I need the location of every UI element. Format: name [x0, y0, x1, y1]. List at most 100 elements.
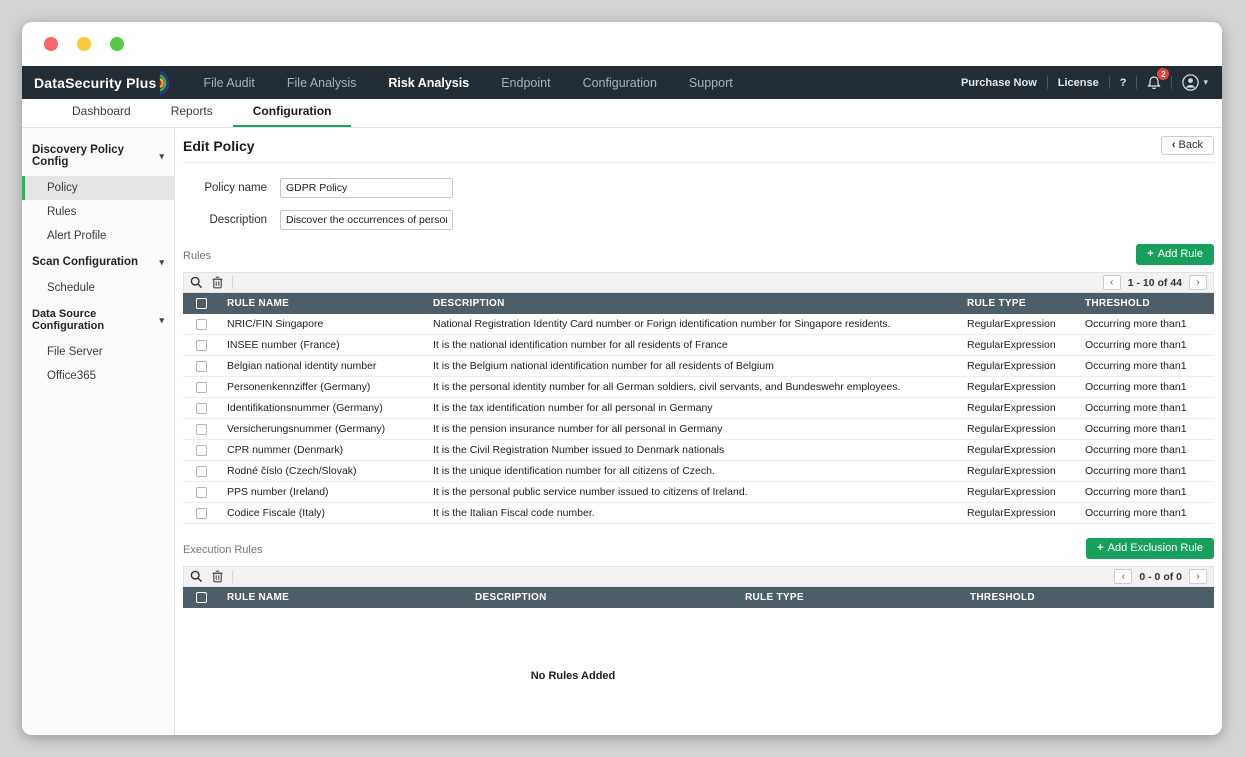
row-checkbox[interactable] [195, 360, 207, 372]
col-rule-type[interactable]: RULE TYPE [959, 293, 1077, 315]
add-exclusion-rule-button[interactable]: + Add Exclusion Rule [1086, 538, 1214, 560]
table-row[interactable]: Codice Fiscale (Italy) It is the Italian… [183, 502, 1214, 525]
delete-icon[interactable] [212, 570, 223, 583]
col-threshold[interactable]: THRESHOLD [962, 587, 1214, 609]
threshold-cell: Occurring more than1 [1077, 376, 1214, 399]
col-rule-type[interactable]: RULE TYPE [737, 587, 962, 609]
sidebar-section-scan-configuration[interactable]: Scan Configuration ▾ [22, 248, 174, 276]
nav-configuration[interactable]: Configuration [582, 75, 657, 90]
back-button[interactable]: ‹ Back [1160, 136, 1214, 155]
policy-name-row: Policy name [183, 178, 1214, 198]
sidebar-item-rules[interactable]: Rules [47, 206, 77, 218]
tab-reports[interactable]: Reports [170, 104, 213, 118]
nav-risk-analysis[interactable]: Risk Analysis [388, 75, 470, 90]
description-cell: National Registration Identity Card numb… [425, 314, 959, 336]
tab-dashboard[interactable]: Dashboard [72, 104, 131, 118]
policy-name-input[interactable] [280, 178, 453, 198]
sidebar-item-office365[interactable]: Office365 [47, 370, 97, 382]
nav-file-audit[interactable]: File Audit [203, 75, 255, 90]
app-body: Discovery Policy Config ▾ Policy Rules A… [22, 128, 1222, 735]
description-cell: It is the personal identity number for a… [425, 376, 959, 399]
section-title: Scan Configuration [32, 256, 139, 268]
col-description[interactable]: DESCRIPTION [425, 293, 959, 315]
rule-type-cell: RegularExpression [959, 418, 1077, 441]
minimize-window-button[interactable] [77, 37, 91, 51]
close-window-button[interactable] [44, 37, 58, 51]
rules-table-header: RULE NAME DESCRIPTION RULE TYPE THRESHOL… [183, 293, 1214, 315]
col-threshold[interactable]: THRESHOLD [1077, 293, 1214, 315]
row-checkbox[interactable] [195, 465, 207, 477]
next-page-button[interactable]: › [1189, 569, 1207, 585]
section-title: Discovery Policy Config [32, 144, 125, 168]
nav-support[interactable]: Support [688, 75, 733, 90]
secondary-nav: Dashboard Reports Configuration [22, 99, 1222, 128]
rules-page-range: 1 - 10 of 44 [1127, 276, 1182, 289]
threshold-cell: Occurring more than1 [1077, 397, 1214, 420]
table-row[interactable]: CPR nummer (Denmark) It is the Civil Reg… [183, 439, 1214, 462]
sidebar-section-discovery-policy-config[interactable]: Discovery Policy Config ▾ [22, 136, 174, 176]
rule-name-cell: Rodné číslo (Czech/Slovak) [219, 460, 425, 483]
description-input[interactable] [280, 210, 453, 230]
brand-swoosh-icon [158, 70, 173, 96]
table-row[interactable]: Belgian national identity number It is t… [183, 355, 1214, 378]
sidebar-section-data-source-configuration[interactable]: Data Source Configuration ▾ [22, 300, 174, 340]
purchase-now-link[interactable]: Purchase Now [960, 76, 1037, 89]
row-checkbox[interactable] [195, 486, 207, 498]
help-button[interactable]: ? [1119, 76, 1127, 89]
brand-logo[interactable]: DataSecurity Plus [34, 70, 173, 96]
notifications-button[interactable]: 2 [1147, 68, 1170, 90]
sidebar-item-schedule[interactable]: Schedule [47, 282, 95, 294]
description-cell: It is the personal public service number… [425, 481, 959, 504]
bell-icon [1147, 75, 1162, 90]
prev-page-button[interactable]: ‹ [1102, 275, 1121, 290]
col-description[interactable]: DESCRIPTION [467, 587, 737, 609]
row-checkbox[interactable] [195, 402, 207, 414]
execution-rules-pagination: ‹ 0 - 0 of 0 › [1114, 569, 1207, 585]
col-rule-name[interactable]: RULE NAME [219, 587, 467, 609]
table-row[interactable]: PPS number (Ireland) It is the personal … [183, 481, 1214, 504]
row-checkbox[interactable] [195, 444, 207, 456]
search-icon[interactable] [190, 570, 203, 583]
rule-type-cell: RegularExpression [959, 334, 1077, 357]
nav-file-analysis[interactable]: File Analysis [286, 75, 357, 90]
sidebar-item-alert-profile[interactable]: Alert Profile [47, 230, 107, 242]
threshold-cell: Occurring more than1 [1077, 334, 1214, 357]
table-row[interactable]: NRIC/FIN Singapore National Registration… [183, 314, 1214, 336]
sidebar-item-file-server[interactable]: File Server [47, 346, 103, 358]
delete-icon[interactable] [212, 276, 223, 289]
execution-rules-section-label: Execution Rules [183, 544, 263, 557]
navbar-right: Purchase Now License ? 2 [960, 68, 1208, 91]
rule-type-cell: RegularExpression [959, 397, 1077, 420]
col-rule-name[interactable]: RULE NAME [219, 293, 425, 315]
add-rule-button[interactable]: + Add Rule [1136, 244, 1214, 265]
table-row[interactable]: Identifikationsnummer (Germany) It is th… [183, 397, 1214, 420]
user-menu-button[interactable]: ▾ [1182, 74, 1208, 91]
row-checkbox[interactable] [195, 423, 207, 435]
divider [1136, 76, 1138, 89]
row-checkbox[interactable] [195, 507, 207, 519]
row-checkbox[interactable] [195, 339, 207, 351]
table-row[interactable]: Rodné číslo (Czech/Slovak) It is the uni… [183, 460, 1214, 483]
select-all-checkbox[interactable] [195, 298, 207, 309]
description-cell: It is the Civil Registration Number issu… [425, 439, 959, 462]
rules-section-header: Rules + Add Rule [183, 244, 1214, 265]
sidebar-item-policy[interactable]: Policy [22, 176, 174, 200]
table-row[interactable]: INSEE number (France) It is the national… [183, 334, 1214, 357]
table-row[interactable]: Personenkennziffer (Germany) It is the p… [183, 376, 1214, 399]
sidebar: Discovery Policy Config ▾ Policy Rules A… [22, 128, 175, 735]
table-row[interactable]: Versicherungsnummer (Germany) It is the … [183, 418, 1214, 441]
primary-nav: File Audit File Analysis Risk Analysis E… [203, 76, 732, 90]
select-all-checkbox[interactable] [195, 592, 207, 604]
license-link[interactable]: License [1057, 76, 1099, 89]
nav-endpoint[interactable]: Endpoint [501, 75, 551, 90]
row-checkbox[interactable] [195, 381, 207, 393]
chevron-down-icon: ▾ [159, 256, 164, 267]
zoom-window-button[interactable] [110, 37, 124, 51]
next-page-button[interactable]: › [1189, 275, 1207, 290]
row-checkbox[interactable] [195, 318, 207, 330]
prev-page-button[interactable]: ‹ [1114, 569, 1133, 585]
tab-configuration[interactable]: Configuration [232, 98, 352, 127]
plus-icon: + [1147, 248, 1154, 260]
rules-section-label: Rules [183, 250, 212, 262]
search-icon[interactable] [190, 276, 203, 289]
